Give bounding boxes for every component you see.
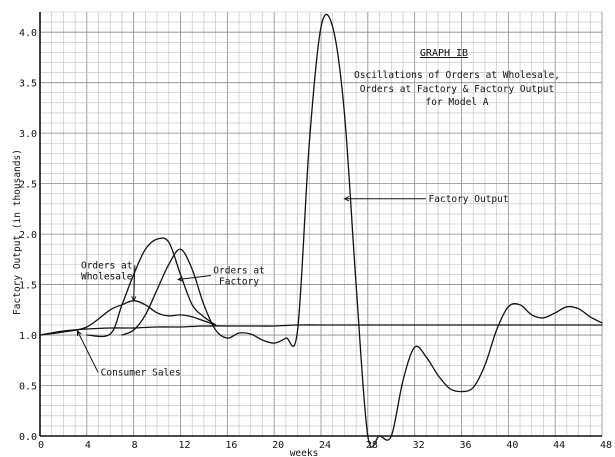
series-line-orders-at-factory [86,237,217,338]
x-tick-label: 8 [132,440,138,451]
annotation-orders-at-wholesale-line: Wholesale [81,271,133,282]
series-line-factory-output [121,13,603,448]
annotation-arrowhead [76,329,82,337]
x-tick-label: 4 [85,440,91,451]
x-tick-label: 0 [38,440,44,451]
x-tick-label: 20 [272,440,284,451]
annotation-pointer [178,274,212,281]
y-tick-label: 4.0 [19,28,37,39]
x-tick-label: 48 [600,440,612,451]
y-tick-label: 3.5 [19,79,37,90]
annotation-arrowhead [343,196,350,202]
x-tick-label: 12 [179,440,191,451]
x-tick-label: 24 [319,440,331,451]
series-line-consumer-sales [39,324,603,336]
series-line-orders-at-wholesale [39,300,217,336]
x-tick-label: 28 [366,440,378,451]
annotation-orders-at-wholesale-line: Orders at [81,260,132,271]
annotation-pointer [77,330,99,373]
annotation-pointer [133,265,136,301]
x-tick-label: 44 [553,440,565,451]
annotation-consumer-sales-line: Consumer Sales [101,367,181,378]
x-tick-label: 36 [460,440,472,451]
y-tick-label: 3.0 [19,129,37,140]
tick-labels: 0 4 8 12 16 20 24 28 32 36 40 44 480.00.51.01.52.02.… [19,28,612,451]
chart-title: GRAPH IB [420,48,468,59]
y-tick-label: 0.5 [19,382,37,393]
chart-subtitle-line-3: for Model A [426,97,489,108]
y-tick-label: 2.5 [19,180,37,191]
annotation-orders-at-factory-line: Orders at [213,265,264,276]
annotation-factory-output-line: Factory Output [428,194,508,205]
x-tick-label: 40 [506,440,518,451]
y-tick-label: 1.5 [19,281,37,292]
x-tick-label: 16 [225,440,237,451]
annotation-arrowhead [177,276,184,282]
series-group [39,13,603,448]
chart-subtitle-line-1: Oscillations of Orders at Wholesale, [354,70,560,81]
axes [39,12,602,437]
annotation-arrowhead [131,295,137,302]
x-axis-label: weeks [290,448,319,457]
y-tick-label: 0.0 [19,432,37,443]
y-tick-label: 2.0 [19,230,37,241]
y-tick-label: 1.0 [19,331,37,342]
x-tick-label: 32 [413,440,425,451]
y-axis-label: Factory Output (in thousands) [12,149,23,315]
chart-subtitle-line-2: Orders at Factory & Factory Output [360,84,554,95]
annotation-orders-at-factory-line: Factory [219,276,259,287]
